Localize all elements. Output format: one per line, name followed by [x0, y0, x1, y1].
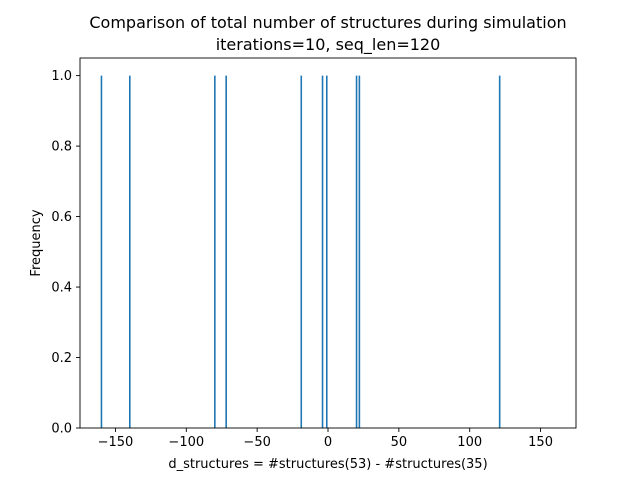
x-tick-label: 0 [324, 435, 332, 450]
y-tick-label: 0.2 [51, 351, 72, 366]
histogram-bar [321, 75, 324, 429]
histogram-bar [129, 75, 131, 429]
y-tick-label: 0.8 [51, 140, 72, 155]
histogram-bar [358, 75, 361, 429]
chart-title: Comparison of total number of structures… [89, 13, 566, 32]
histogram-bar [100, 75, 103, 429]
histogram-bar [325, 75, 328, 429]
histogram-bar [498, 75, 501, 429]
histogram-bar [355, 75, 358, 429]
y-tick-label: 1.0 [51, 69, 72, 84]
x-axis-label: d_structures = #structures(53) - #struct… [168, 457, 487, 472]
histogram-bar [225, 75, 227, 429]
y-axis-label: Frequency [29, 209, 44, 276]
y-tick-label: 0.6 [51, 210, 72, 225]
x-tick-label: 100 [457, 435, 482, 450]
y-tick-label: 0.4 [51, 281, 72, 296]
x-tick-label: −50 [243, 435, 270, 450]
plot-area: −150 −100 −50 0 50 100 150 0.0 0.2 0.4 0.6 0.8 1.0 [51, 57, 577, 450]
x-tick-label: −100 [168, 435, 204, 450]
y-tick-label: 0.0 [51, 422, 72, 437]
plot-frame [79, 57, 577, 429]
chart-subtitle: iterations=10, seq_len=120 [216, 35, 441, 55]
x-tick-label: 150 [528, 435, 553, 450]
x-tick-label: −150 [98, 435, 134, 450]
x-tick-label: 50 [391, 435, 408, 450]
histogram-bar [214, 75, 216, 429]
histogram-bar [300, 75, 303, 429]
